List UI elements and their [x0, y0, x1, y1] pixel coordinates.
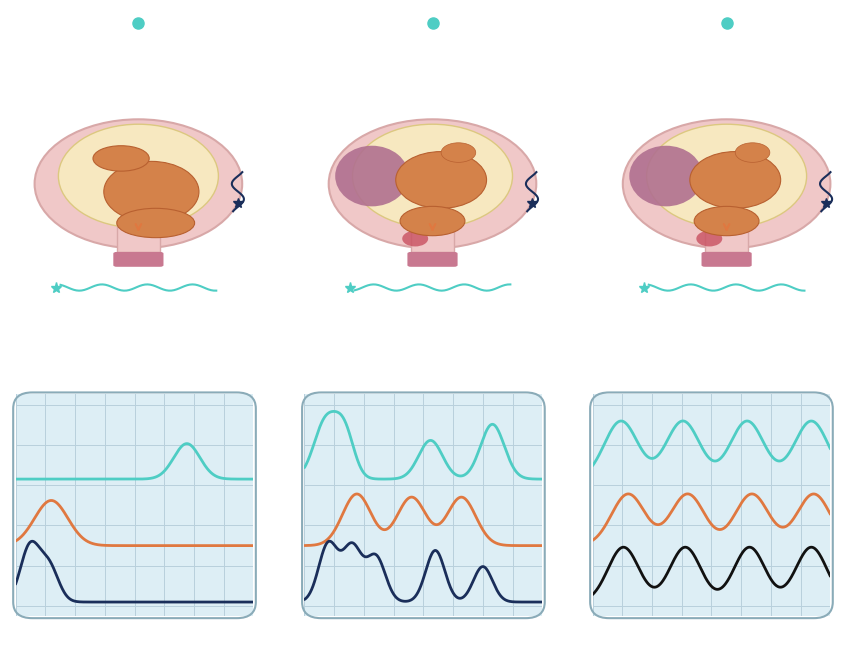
Ellipse shape: [647, 124, 807, 228]
Ellipse shape: [329, 119, 536, 248]
Ellipse shape: [690, 151, 781, 209]
Bar: [411, 225, 454, 252]
FancyBboxPatch shape: [702, 252, 752, 267]
Ellipse shape: [353, 124, 513, 228]
Ellipse shape: [117, 209, 195, 238]
Ellipse shape: [695, 206, 759, 236]
Ellipse shape: [400, 206, 465, 236]
Ellipse shape: [735, 143, 770, 162]
Ellipse shape: [336, 145, 409, 206]
Bar: [117, 225, 160, 252]
FancyBboxPatch shape: [113, 252, 163, 267]
Ellipse shape: [441, 143, 476, 162]
Ellipse shape: [395, 151, 487, 209]
Ellipse shape: [35, 119, 242, 248]
Ellipse shape: [402, 231, 428, 246]
Ellipse shape: [630, 145, 703, 206]
Ellipse shape: [59, 124, 219, 228]
Ellipse shape: [93, 146, 150, 171]
Bar: [705, 225, 748, 252]
Ellipse shape: [104, 161, 199, 222]
Ellipse shape: [696, 231, 722, 246]
Ellipse shape: [623, 119, 830, 248]
FancyBboxPatch shape: [407, 252, 458, 267]
